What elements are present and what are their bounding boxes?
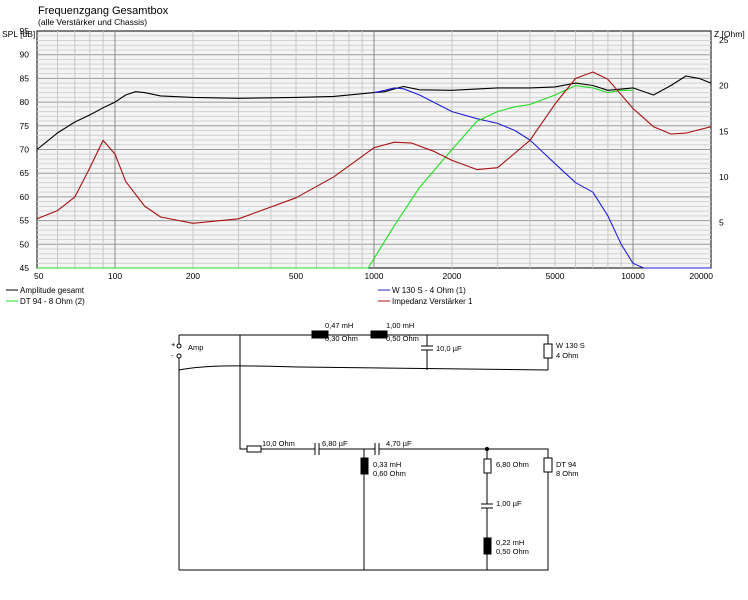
series-layer <box>36 71 712 269</box>
y2-tick-label: 15 <box>719 126 729 136</box>
l3-res: 0,60 Ohm <box>373 469 406 478</box>
l4-value: 0,22 mH <box>496 538 524 547</box>
capacitor-c1 <box>421 335 433 370</box>
y-tick-label: 70 <box>20 145 30 155</box>
x-tick-label: 50 <box>34 271 44 281</box>
chart-subtitle: (alle Verstärker und Chassis) <box>38 17 147 27</box>
legend-item-dt94: DT 94 - 8 Ohm (2) <box>20 297 85 306</box>
r2-value: 6,80 Ohm <box>496 460 529 469</box>
resistor-r2 <box>483 458 492 474</box>
l1-res: 0,30 Ohm <box>325 334 358 343</box>
series-line <box>36 75 712 150</box>
amp-terminal-plus <box>176 343 182 349</box>
inductor-l3 <box>360 457 369 475</box>
tweeter-feed-wire <box>239 335 247 450</box>
axis-ticks: 45 50 55 60 65 70 75 80 85 90 95 5 10 15 20 25 50 100 200 5… <box>20 26 729 281</box>
r1-value: 10,0 Ohm <box>262 439 295 448</box>
l1-value: 0,47 mH <box>325 321 353 330</box>
woofer-bottom-wire <box>178 365 549 371</box>
x-tick-label: 1000 <box>365 271 384 281</box>
l4-res: 0,50 Ohm <box>496 547 529 556</box>
l2-res: 0,50 Ohm <box>386 334 419 343</box>
inductor-l4 <box>483 537 492 555</box>
legend-item-amplitude: Amplitude gesamt <box>20 286 85 295</box>
x-tick-label: 500 <box>289 271 303 281</box>
x-tick-label: 2000 <box>443 271 462 281</box>
series-line <box>37 84 633 269</box>
crossover-schematic <box>176 330 553 571</box>
y-tick-label: 50 <box>20 239 30 249</box>
c4-value: 1,00 µF <box>496 499 522 508</box>
inductor-l1 <box>311 330 329 339</box>
x-tick-label: 20000 <box>689 271 713 281</box>
x-tick-label: 5000 <box>546 271 565 281</box>
x-tick-label: 10000 <box>621 271 645 281</box>
tweeter-bottom-wire <box>179 472 549 571</box>
woofer-driver <box>543 343 553 359</box>
chart-title: Frequenzgang Gesamtbox <box>38 5 169 17</box>
tweeter-series-wire <box>261 443 549 458</box>
c1-value: 10,0 µF <box>436 344 462 353</box>
y2-tick-label: 20 <box>719 81 729 91</box>
x-tick-label: 200 <box>186 271 200 281</box>
y2-tick-label: 25 <box>719 35 729 45</box>
node-dot <box>484 446 490 452</box>
c3-value: 4,70 µF <box>386 439 412 448</box>
c2-value: 6,80 µF <box>322 439 348 448</box>
amp-label: Amp <box>188 343 203 352</box>
zobel-wire <box>481 449 493 570</box>
legend-item-impedance: Impedanz Verstärker 1 <box>392 297 473 306</box>
legend-item-w130: W 130 S - 4 Ohm (1) <box>392 286 466 295</box>
y-tick-label: 65 <box>20 168 30 178</box>
amp-terminal-minus <box>176 353 182 359</box>
l2-value: 1,00 mH <box>386 321 414 330</box>
minus-sign: - <box>171 351 174 360</box>
tweeter-driver <box>543 457 553 473</box>
y-tick-label: 75 <box>20 121 30 131</box>
y-tick-label: 95 <box>20 26 30 36</box>
y-tick-label: 90 <box>20 50 30 60</box>
x-tick-label: 100 <box>108 271 122 281</box>
y-left-label: SPL [dB] <box>2 29 35 39</box>
legend: Amplitude gesamt DT 94 - 8 Ohm (2) W 130… <box>6 286 473 306</box>
l3-value: 0,33 mH <box>373 460 401 469</box>
woofer-name: W 130 S <box>556 341 585 350</box>
y-right-label: Z [Ohm] <box>714 29 745 39</box>
y-tick-label: 55 <box>20 216 30 226</box>
plus-sign: + <box>171 340 176 349</box>
series-line <box>373 87 711 269</box>
series-line <box>36 71 712 224</box>
schematic-labels: + - Amp 0,47 mH 0,30 Ohm 1,00 mH 0,50 Oh… <box>171 321 585 556</box>
y-tick-label: 80 <box>20 97 30 107</box>
woofer-impedance: 4 Ohm <box>556 351 579 360</box>
resistor-r1 <box>246 445 262 453</box>
grid <box>37 31 711 268</box>
y2-tick-label: 10 <box>719 172 729 182</box>
woofer-top-wire <box>178 334 549 344</box>
tweeter-name: DT 94 <box>556 460 576 469</box>
inductor-l2 <box>370 330 388 339</box>
y-tick-label: 85 <box>20 73 30 83</box>
tweeter-impedance: 8 Ohm <box>556 469 579 478</box>
y-tick-label: 60 <box>20 192 30 202</box>
y-tick-label: 45 <box>20 263 30 273</box>
y2-tick-label: 5 <box>719 217 724 227</box>
